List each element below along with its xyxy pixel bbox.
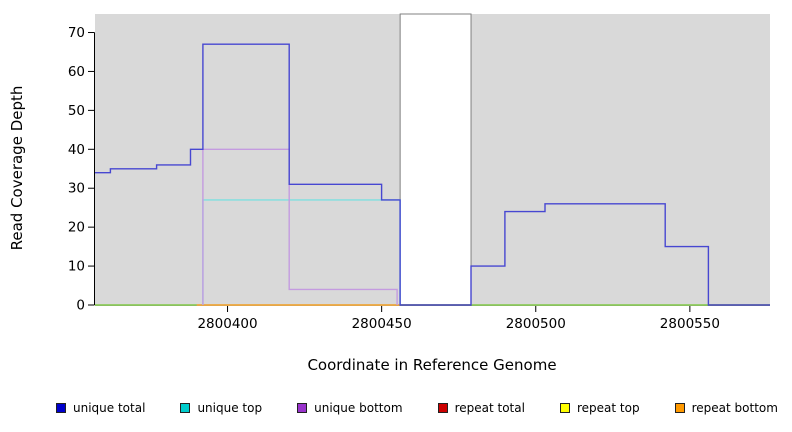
legend-label: unique top [197,401,263,415]
legend-item-unique-bottom: unique bottom [297,401,403,415]
legend-label: repeat top [576,401,640,415]
legend: unique total unique top unique bottom repea… [0,394,792,422]
legend-label: unique total [73,401,146,415]
legend-item-unique-total: unique total [56,401,145,415]
y-tick-label: 60 [68,64,85,80]
y-axis-label: Read Coverage Depth [8,86,26,251]
legend-label: unique bottom [314,401,403,415]
legend-item-repeat-bottom: repeat bottom [674,401,778,415]
y-tick-label: 10 [68,259,85,275]
legend-item-repeat-total: repeat total [437,401,525,415]
series-unique-bottom-line [202,148,398,305]
x-axis-label: Coordinate in Reference Genome [307,356,556,374]
legend-swatch-repeat-bottom [674,403,685,413]
legend-item-unique-top: unique top [180,401,262,415]
legend-swatch-unique-total [56,403,66,413]
y-tick-label: 40 [68,142,85,158]
x-tick-label: 2800500 [506,316,566,332]
legend-item-repeat-top: repeat top [559,401,640,415]
y-tick-label: 20 [68,220,85,236]
legend-swatch-repeat-total [437,403,448,413]
coverage-chart-svg: 2800400 2800450 2800500 2800550 0 10 20 30 40 50 6… [8,13,770,374]
y-tick-label: 50 [68,103,85,119]
legend-swatch-repeat-top [559,403,570,413]
plot-area: 2800400 2800450 2800500 2800550 0 10 20 30 40 50 6… [68,13,770,332]
x-tick-label: 2800400 [197,316,257,332]
x-tick-label: 2800450 [352,316,412,332]
y-tick-label: 70 [68,25,85,41]
gap-region [399,13,472,306]
series-unique-total-line [95,43,770,306]
y-tick-label: 30 [68,181,85,197]
legend-label: repeat total [454,401,525,415]
y-tick-label: 0 [76,298,85,314]
legend-swatch-unique-bottom [297,403,308,413]
x-tick-label: 2800550 [660,316,720,332]
legend-swatch-unique-top [180,403,191,413]
legend-label: repeat bottom [691,401,778,415]
